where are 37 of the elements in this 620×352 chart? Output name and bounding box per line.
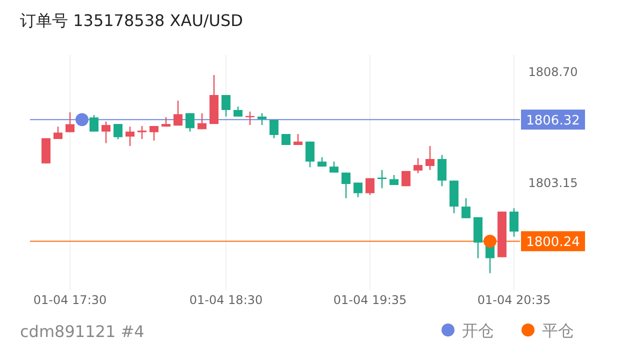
candlestick [150,125,158,142]
candlestick [198,112,206,130]
candlestick [270,119,278,139]
x-tick-label: 01-04 18:30 [189,293,263,307]
candlestick [414,158,422,174]
candlestick [462,198,470,219]
ref-line-label: 1800.24 [526,235,580,250]
candlestick [54,126,62,140]
candlestick [138,125,146,140]
candlestick [186,112,194,132]
candlestick [66,112,74,133]
y-tick-label: 1808.70 [528,65,578,79]
candlestick [426,145,434,171]
candlestick [90,114,98,132]
chart-title: 订单号 135178538 XAU/USD [20,11,243,30]
x-tick-label: 01-04 19:35 [333,293,407,307]
ref-line-label: 1806.32 [526,114,580,129]
y-tick-label: 1803.15 [528,176,578,190]
candlestick [510,208,518,238]
candlestick [102,121,110,144]
candlestick [378,169,386,189]
candlestick [402,170,410,187]
candlestick [438,154,446,187]
candlestick [342,172,350,199]
legend-label: 平仓 [542,321,574,340]
x-tick-label: 01-04 17:30 [33,293,107,307]
candlestick [366,178,374,196]
candlestick [258,112,266,126]
candlestick [126,126,134,147]
candlestick [222,94,230,118]
candlestick [174,100,182,126]
candlestick [306,141,314,168]
x-tick-label: 01-04 20:35 [477,293,551,307]
text: cdm891121 #4 [20,322,144,341]
legend-label: 开仓 [462,321,494,340]
candlestick [354,182,362,198]
candlestick [114,123,122,140]
